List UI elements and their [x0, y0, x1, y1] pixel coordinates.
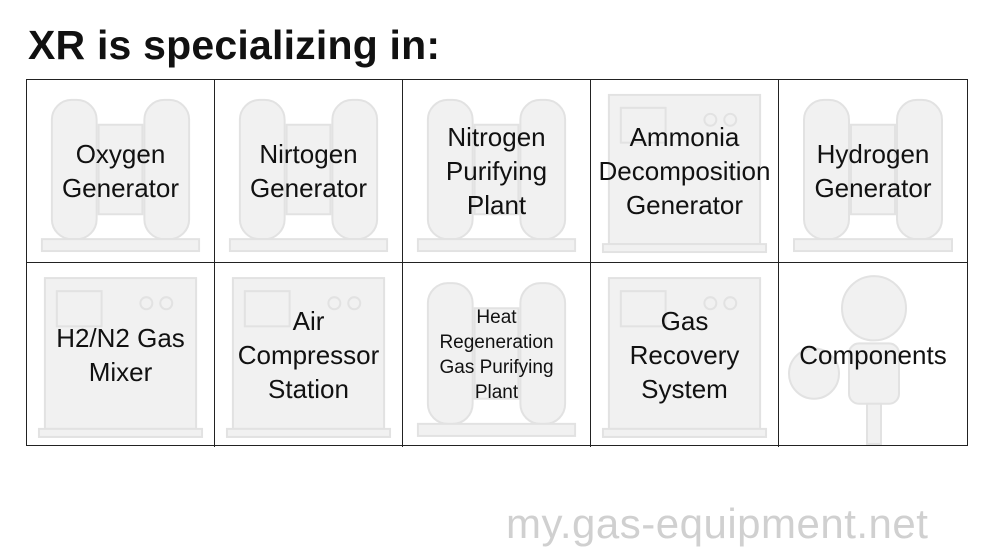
product-label: Nirtogen Generator: [249, 139, 368, 203]
tanks-icon: [40, 98, 201, 253]
product-grid: Oxygen Generator Nirtogen Generator Nitrog…: [26, 79, 968, 447]
product-label: Nitrogen Purifying Plant: [445, 122, 548, 220]
product-cell: Components: [779, 263, 967, 447]
cabinet-icon: [601, 93, 768, 254]
product-cell: Nirtogen Generator: [215, 80, 403, 263]
cabinet-icon: [225, 277, 392, 438]
product-label: Oxygen Generator: [61, 139, 180, 203]
product-cell: Hydrogen Generator: [779, 80, 967, 263]
product-label: Heat Regeneration Gas Purifying Plant: [439, 307, 554, 403]
product-cell: Heat Regeneration Gas Purifying Plant: [403, 263, 591, 447]
product-label: Ammonia Decomposition Generator: [598, 122, 771, 220]
tanks-icon: [793, 98, 953, 253]
product-label: H2/N2 Gas Mixer: [56, 323, 185, 387]
product-label: Components: [799, 340, 947, 370]
product-cell: Air Compressor Station: [215, 263, 403, 447]
tanks-icon: [416, 98, 577, 253]
cabinet-icon: [601, 277, 768, 438]
product-cell: Nitrogen Purifying Plant: [403, 80, 591, 263]
product-cell: Gas Recovery System: [591, 263, 779, 447]
gauge-icon: [788, 275, 907, 445]
product-cell: H2/N2 Gas Mixer: [27, 263, 215, 447]
page-title: XR is specializing in:: [28, 22, 441, 68]
product-cell: Oxygen Generator: [27, 80, 215, 263]
tanks-icon: [228, 98, 389, 253]
cabinet-icon: [37, 277, 204, 438]
product-label: Air Compressor Station: [237, 306, 380, 404]
tanks-icon: [416, 282, 577, 437]
watermark: my.gas-equipment.net: [506, 500, 929, 547]
product-label: Hydrogen Generator: [814, 139, 932, 203]
product-cell: Ammonia Decomposition Generator: [591, 80, 779, 263]
product-label: Gas Recovery System: [629, 306, 740, 404]
